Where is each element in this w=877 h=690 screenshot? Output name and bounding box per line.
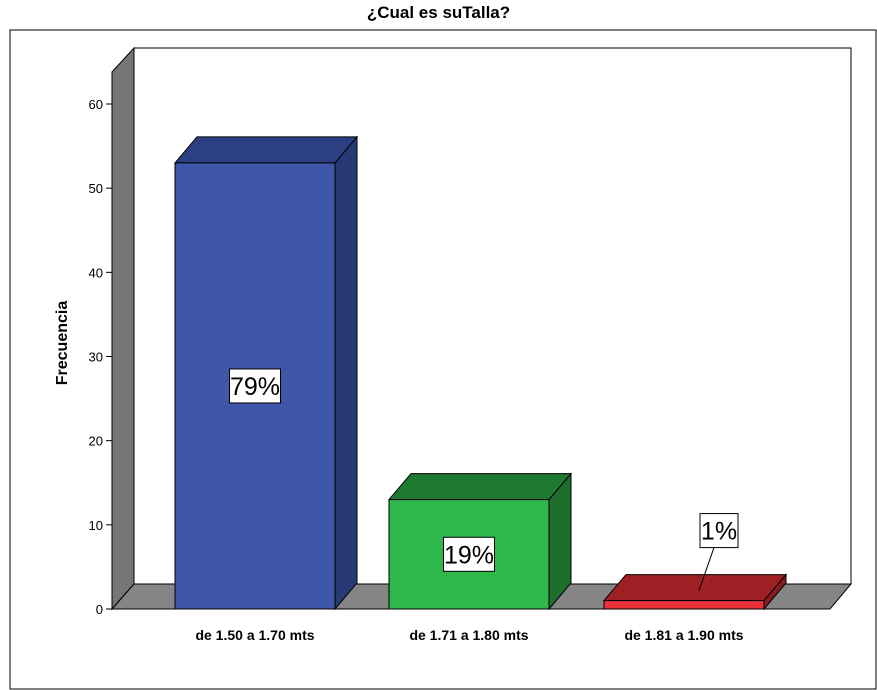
x-tick-label: de 1.71 a 1.80 mts [409,627,528,643]
x-tick-label: de 1.50 a 1.70 mts [195,627,314,643]
data-label-leader [698,547,715,591]
y-tick-label: 60 [89,97,103,112]
y-tick-label: 30 [89,350,103,365]
data-label: 1% [701,518,737,546]
chart-title: ¿Cual es suTalla? [366,3,511,22]
x-tick-label: de 1.81 a 1.90 mts [624,627,743,643]
data-label: 19% [444,541,494,569]
y-tick-label: 10 [89,518,103,533]
bar [603,600,765,610]
left-wall [111,46,135,611]
y-ticks: 0 10 20 30 40 50 60 [89,97,112,617]
bar-side [334,135,358,611]
x-labels: de 1.50 a 1.70 mts de 1.71 a 1.80 mts de 1… [195,627,743,643]
y-tick-label: 0 [96,602,103,617]
data-label-box [229,368,281,404]
data-label-box [443,536,495,572]
data-label: 79% [230,373,280,401]
y-tick-label: 50 [89,181,103,196]
y-axis-label: Frecuencia [54,301,71,386]
bars: 79% 19% 1% [173,135,788,611]
chart-frame [9,29,877,690]
bar-top [602,574,788,602]
bar-top [387,473,573,501]
y-tick-label: 20 [89,434,103,449]
y-tick-label: 40 [89,265,103,280]
data-label-box [699,513,739,549]
bar-top [173,136,359,164]
